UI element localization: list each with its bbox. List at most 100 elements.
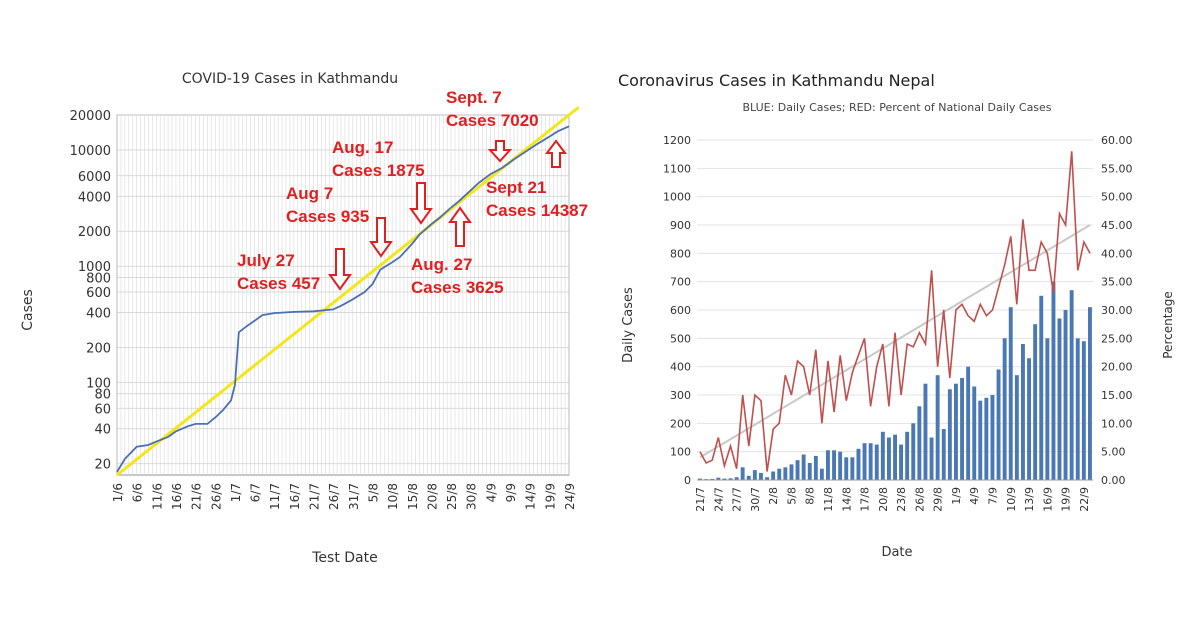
right-x-tick-label: 11/8 — [822, 487, 835, 512]
annotation-sept-21-date: Sept 21 — [486, 178, 546, 197]
right-daily-case-bar — [1081, 341, 1086, 480]
left-x-tick-label: 15/8 — [406, 483, 420, 510]
right-daily-case-bar — [868, 443, 873, 480]
right-y-tick-label: 900 — [670, 219, 691, 232]
right-x-tick-label: 2/8 — [767, 487, 780, 505]
right-x-tick-label: 27/7 — [731, 487, 744, 512]
right-right-y-tick-labels: 0.00 5.00 10.00 15.00 20.00 25.00 30.00 35.00 40… — [1101, 134, 1133, 487]
annotation-aug-17: Aug. 17 Cases 1875 — [332, 138, 433, 225]
right-daily-case-bar — [801, 454, 806, 480]
annotation-aug-27-cases: Cases 3625 — [411, 278, 504, 297]
right-daily-case-bar — [771, 471, 776, 480]
right-daily-case-bar — [1069, 290, 1074, 480]
left-x-tick-label: 16/6 — [170, 483, 184, 510]
left-y-tick-label: 40 — [94, 423, 111, 438]
left-y-tick-label: 20000 — [70, 109, 111, 124]
right-daily-case-bar — [923, 383, 928, 480]
left-x-tick-label: 30/8 — [465, 483, 479, 510]
left-chart: COVID-19 Cases in Kathmandu 204060801002… — [20, 71, 588, 566]
right-y-tick-label: 0 — [684, 474, 691, 487]
right-daily-case-bar — [1002, 338, 1007, 480]
right-y2-tick-label: 20.00 — [1101, 361, 1133, 374]
right-y2-tick-label: 35.00 — [1101, 276, 1133, 289]
right-daily-case-bar — [783, 467, 788, 481]
left-x-tick-label: 16/7 — [288, 483, 302, 510]
right-daily-case-bar — [941, 429, 946, 480]
left-x-tick-label: 1/7 — [229, 483, 243, 502]
right-daily-case-bar — [1088, 307, 1092, 480]
annotation-sept-21: Sept 21 Cases 14387 — [486, 139, 588, 220]
left-y-tick-label: 600 — [86, 286, 111, 301]
right-daily-case-bar — [996, 369, 1001, 480]
right-daily-case-bar — [838, 451, 843, 480]
left-x-tick-label: 21/7 — [308, 483, 322, 510]
right-daily-case-bar — [1045, 338, 1050, 480]
right-x-tick-label: 5/8 — [785, 487, 798, 505]
right-y-tick-label: 1100 — [663, 162, 691, 175]
right-y-tick-label: 500 — [670, 332, 691, 345]
right-daily-case-bar — [746, 475, 751, 481]
right-x-tick-label: 4/9 — [968, 487, 981, 505]
left-x-tick-label: 6/6 — [131, 483, 145, 502]
left-vertical-gridlines — [116, 115, 570, 475]
left-y-tick-label: 6000 — [78, 170, 111, 185]
left-x-tick-label: 10/8 — [386, 483, 400, 510]
left-y-axis-label: Cases — [20, 289, 36, 331]
annotation-aug-27-arrow — [448, 206, 472, 247]
left-x-tick-label: 11/7 — [268, 483, 282, 510]
right-x-tick-label: 17/8 — [859, 487, 872, 512]
right-x-tick-label: 13/9 — [1023, 487, 1036, 512]
right-left-y-tick-labels: 0 100 200 300 400 500 600 700 800 900 1000 1100 1200 — [663, 134, 691, 487]
right-daily-case-bar — [874, 444, 879, 480]
left-y-tick-label: 1000 — [78, 260, 111, 275]
right-daily-case-bar — [856, 448, 861, 480]
right-daily-case-bar — [935, 375, 940, 480]
left-x-tick-label: 9/9 — [504, 483, 518, 502]
right-daily-case-bar — [984, 397, 989, 480]
annotation-july-27-date: July 27 — [237, 251, 295, 270]
right-daily-case-bar — [1063, 310, 1068, 480]
right-y-tick-label: 400 — [670, 361, 691, 374]
right-y-axis-label: Daily Cases — [621, 287, 636, 363]
right-daily-case-bar — [966, 366, 971, 480]
right-daily-case-bar — [752, 470, 757, 480]
right-daily-case-bar — [905, 431, 910, 480]
right-daily-case-bar — [887, 437, 891, 480]
right-y-tick-label: 600 — [670, 304, 691, 317]
right-y-tick-label: 1000 — [663, 191, 691, 204]
left-x-tick-label: 14/9 — [524, 483, 538, 510]
left-y-tick-label: 20 — [94, 458, 111, 473]
right-daily-case-bar — [1014, 375, 1019, 480]
left-y-tick-label: 60 — [94, 402, 111, 417]
left-x-tick-label: 6/7 — [249, 483, 263, 502]
right-daily-case-bar — [929, 437, 934, 480]
left-y-tick-label: 200 — [86, 341, 111, 356]
right-daily-case-bar — [1057, 318, 1062, 480]
right-daily-case-bar — [777, 468, 782, 480]
right-daily-case-bar — [813, 455, 818, 480]
right-daily-case-bar — [917, 406, 922, 480]
annotation-sept-7-date: Sept. 7 — [446, 88, 502, 107]
right-daily-case-bar — [911, 423, 916, 480]
annotation-aug-7-arrow — [369, 217, 393, 258]
right-percentage-line — [699, 151, 1091, 472]
right-daily-case-bar — [722, 478, 727, 480]
right-y-tick-label: 800 — [670, 247, 691, 260]
left-x-tick-label: 25/8 — [445, 483, 459, 510]
right-y2-tick-label: 30.00 — [1101, 304, 1133, 317]
right-y-tick-label: 300 — [670, 389, 691, 402]
right-daily-case-bars — [698, 281, 1092, 481]
right-y2-tick-label: 15.00 — [1101, 389, 1133, 402]
left-x-axis-label: Test Date — [311, 550, 377, 566]
annotation-aug-17-date: Aug. 17 — [332, 138, 393, 157]
right-x-tick-label: 8/8 — [804, 487, 817, 505]
annotation-aug-7: Aug 7 Cases 935 — [286, 184, 393, 258]
right-daily-case-bar — [728, 478, 733, 480]
right-daily-case-bar — [972, 386, 977, 480]
left-x-tick-label: 20/8 — [425, 483, 439, 510]
right-daily-case-bar — [1039, 295, 1044, 480]
right-daily-case-bar — [807, 463, 812, 480]
annotation-sept-7-cases: Cases 7020 — [446, 111, 539, 130]
